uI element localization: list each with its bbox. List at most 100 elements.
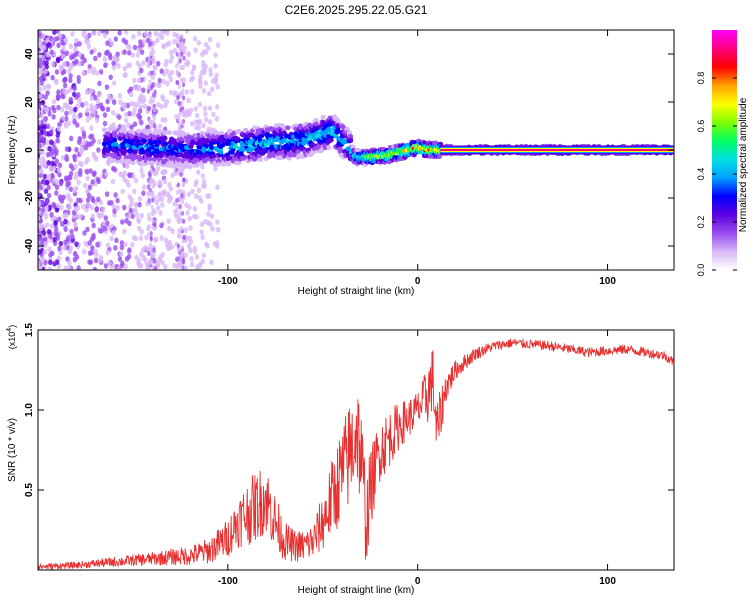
spectrogram-noise-point <box>177 212 181 218</box>
spectrogram-noise-point <box>129 200 134 207</box>
spectrogram-noise-point <box>112 80 117 86</box>
spectrogram-noise-point <box>111 229 116 236</box>
spectrogram-y-ticks: -40 -20 0 20 40 <box>24 48 674 253</box>
spectrogram-noise-point <box>104 191 110 197</box>
spectrogram-noise-point <box>180 211 185 216</box>
spectrogram-noise-point <box>58 180 64 187</box>
chart-title: C2E6.2025.295.22.05.G21 <box>285 3 428 17</box>
spectrogram-noise-point <box>79 161 84 168</box>
spectrogram-noise-point <box>180 100 184 106</box>
spectrogram-noise-point <box>38 153 41 159</box>
spectrogram-noise-point <box>111 203 117 210</box>
spectrogram-noise-point <box>67 204 72 211</box>
spectrogram-noise-point <box>184 89 190 95</box>
spectrogram-noise-point <box>123 263 128 270</box>
spectrogram-noise-point <box>38 168 44 174</box>
spectrogram-noise-point <box>57 171 62 178</box>
spectrogram-noise-point <box>154 199 159 206</box>
spectrogram-noise-point <box>132 188 137 195</box>
spectrogram-noise-point <box>215 42 221 48</box>
spectrogram-noise-point <box>161 78 166 85</box>
spectrogram-noise-point <box>157 82 162 89</box>
spectrogram-noise-point <box>215 219 220 225</box>
spectrogram-noise-point <box>104 171 109 178</box>
spectrogram-noise-point <box>160 259 165 266</box>
spectrogram-noise-point <box>77 136 83 142</box>
spectrogram-noise-point <box>201 252 207 259</box>
spectrogram-noise-point <box>41 137 47 143</box>
spectrogram-noise-point <box>44 222 50 228</box>
spectrogram-noise-point <box>60 115 66 122</box>
spectrogram-noise-point <box>57 216 62 223</box>
spectrogram-noise-point <box>84 89 90 96</box>
spectrogram-noise-point <box>159 235 164 241</box>
spectrogram-noise-point <box>93 257 99 264</box>
spectrogram-ridge-point <box>355 147 362 153</box>
spectrogram-noise-point <box>102 120 108 127</box>
spectrogram-noise-point <box>152 123 157 129</box>
spectrogram-noise-point <box>38 57 43 64</box>
spectrogram-noise-point <box>64 146 70 152</box>
spectrogram-noise-point <box>97 51 102 58</box>
spectrogram-noise-point <box>181 182 185 188</box>
spectrogram-noise-point <box>76 265 81 270</box>
spectrogram-noise-point <box>88 114 93 120</box>
spectrogram-noise-point <box>63 239 68 246</box>
spectrogram-noise-point <box>168 49 174 56</box>
spectrogram-noise-point <box>215 184 220 190</box>
spectrogram-noise-point <box>65 61 70 67</box>
spectrogram-noise-point <box>44 205 49 211</box>
spectrogram-noise-point <box>71 113 77 120</box>
spectrogram-noise-point <box>48 233 53 240</box>
spectrogram-noise-point <box>58 240 64 247</box>
spectrogram-noise-point <box>163 237 169 244</box>
spectrogram-noise-point <box>152 92 156 98</box>
spectrogram-noise-point <box>64 110 69 117</box>
spectrogram-noise-point <box>194 112 200 119</box>
spectrogram-noise-point <box>179 77 183 83</box>
spectrogram-noise-point <box>102 112 108 118</box>
spectrogram-noise-point <box>139 67 144 74</box>
spectrogram-noise-point <box>74 146 79 153</box>
spectrogram-noise-point <box>120 188 125 195</box>
spectrogram-ridge-point <box>157 156 163 162</box>
spectrogram-noise-point <box>153 30 157 36</box>
spectrogram-noise-point <box>151 197 155 203</box>
spectrogram-noise-point <box>38 143 42 149</box>
spectrogram-noise-point <box>119 240 125 246</box>
spectrogram-noise-point <box>73 174 79 181</box>
spectrogram-noise-point <box>47 110 52 117</box>
spectrogram-noise-point <box>51 114 56 120</box>
spectrogram-noise-point <box>68 198 74 204</box>
spectrogram-noise-point <box>38 260 42 267</box>
spectrogram-noise-point <box>66 120 72 127</box>
spectrogram-noise-point <box>60 221 65 227</box>
snr-frame <box>37 329 675 571</box>
spectrogram-noise-point <box>84 169 90 175</box>
spectrogram-noise-point <box>46 160 51 166</box>
spectrogram-noise-point <box>40 149 45 156</box>
spectrogram-noise-point <box>54 78 59 85</box>
spectrogram-noise-point <box>137 195 143 202</box>
spectrogram-noise-point <box>123 72 128 78</box>
spectrogram-noise-point <box>153 266 157 270</box>
spectrogram-noise-point <box>141 190 146 197</box>
spectrogram-ridge-point <box>236 128 242 134</box>
spectrogram-ridge-point <box>141 138 147 143</box>
spectrogram-noise-point <box>78 168 83 174</box>
spectrogram-noise-point <box>112 166 117 173</box>
spectrogram-noise-point <box>129 124 134 130</box>
spectrogram-noise-point <box>119 244 125 251</box>
spectrogram-noise-point <box>141 94 146 101</box>
spectrogram-noise-point <box>45 198 50 205</box>
spectrogram-noise-point <box>167 225 172 232</box>
spectrogram-noise-point <box>38 33 41 39</box>
spectrogram-noise-point <box>132 84 138 90</box>
svg-text:(x104): (x104) <box>6 325 17 349</box>
spectrogram-noise-point <box>200 173 206 179</box>
spectrogram-noise-point <box>117 256 123 262</box>
spectrogram-noise-point <box>55 202 61 209</box>
spectrogram-noise-point <box>194 193 199 199</box>
spectrogram-noise-point <box>160 169 166 176</box>
spectrogram-noise-point <box>179 42 183 48</box>
